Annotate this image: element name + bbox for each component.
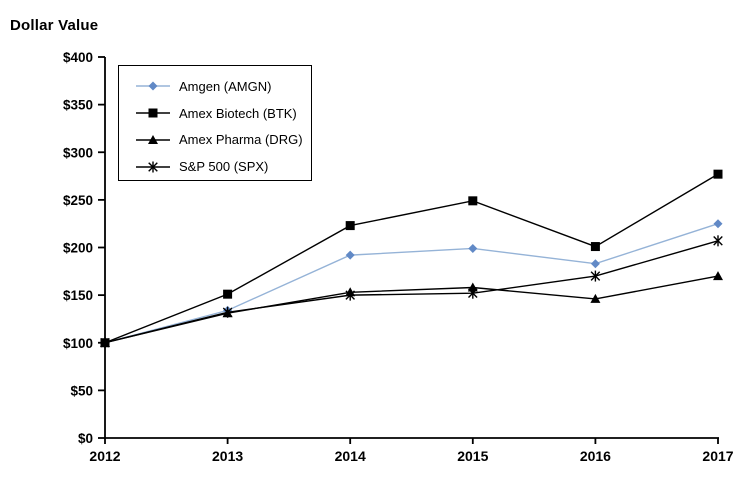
marker-asterisk <box>148 161 158 173</box>
y-tick-label: $250 <box>63 193 93 208</box>
y-tick-label: $400 <box>63 50 93 65</box>
marker-diamond <box>345 250 355 260</box>
legend-item-sp500: S&P 500 (SPX) <box>135 153 311 180</box>
legend-line-sample-amex-pharma <box>136 134 170 144</box>
y-tick-label: $300 <box>63 145 93 160</box>
y-tick-label: $50 <box>70 383 93 398</box>
marker-diamond <box>590 259 600 269</box>
x-tick-label: 2015 <box>457 448 488 464</box>
y-tick-label: $0 <box>78 431 93 446</box>
marker-triangle <box>148 134 158 144</box>
x-tick-label: 2013 <box>212 448 243 464</box>
legend-item-amex-biotech: Amex Biotech (BTK) <box>135 100 311 127</box>
chart-title: Dollar Value <box>10 17 99 34</box>
marker-diamond <box>713 219 723 229</box>
legend-label-amex-pharma: Amex Pharma (DRG) <box>179 132 303 148</box>
x-tick-label: 2017 <box>702 448 733 464</box>
legend-label-amgen: Amgen (AMGN) <box>179 78 272 94</box>
marker-triangle <box>590 293 601 303</box>
legend-item-amex-pharma: Amex Pharma (DRG) <box>135 127 311 154</box>
y-tick-label: $150 <box>63 288 93 303</box>
marker-diamond <box>468 243 478 253</box>
y-tick-label: $100 <box>63 336 93 351</box>
legend-label-sp500: S&P 500 (SPX) <box>179 159 269 175</box>
marker-square <box>590 242 600 252</box>
marker-asterisk <box>713 235 723 247</box>
x-tick-label: 2016 <box>580 448 611 464</box>
marker-diamond <box>148 81 158 91</box>
legend-line-sample-amex-biotech <box>136 108 170 118</box>
marker-square <box>345 221 355 231</box>
marker-asterisk <box>100 337 110 349</box>
marker-square <box>468 196 478 206</box>
axes <box>98 56 719 444</box>
legend-line-sample-sp500 <box>136 161 170 173</box>
legend-item-amgen: Amgen (AMGN) <box>135 73 311 100</box>
marker-asterisk <box>468 287 478 299</box>
x-tick-label: 2014 <box>335 448 366 464</box>
legend-line-sample-amgen <box>136 81 170 91</box>
marker-square <box>223 289 233 299</box>
series-line-0 <box>104 223 719 344</box>
marker-asterisk <box>222 306 233 318</box>
marker-square <box>713 169 723 179</box>
y-tick-label: $200 <box>63 241 93 256</box>
marker-asterisk <box>590 270 601 282</box>
marker-square <box>148 108 158 118</box>
marker-triangle <box>713 271 723 281</box>
marker-triangle <box>467 282 478 292</box>
y-tick-label: $350 <box>63 98 93 113</box>
legend: Amgen (AMGN) Amex Biotech (BTK) Amex Pha… <box>118 65 312 181</box>
series-line-2 <box>104 275 719 344</box>
legend-label-amex-biotech: Amex Biotech (BTK) <box>179 105 297 121</box>
series-line-1 <box>104 173 719 344</box>
series-line-3 <box>104 240 719 344</box>
x-tick-label: 2012 <box>89 448 120 464</box>
marker-asterisk <box>345 289 355 301</box>
